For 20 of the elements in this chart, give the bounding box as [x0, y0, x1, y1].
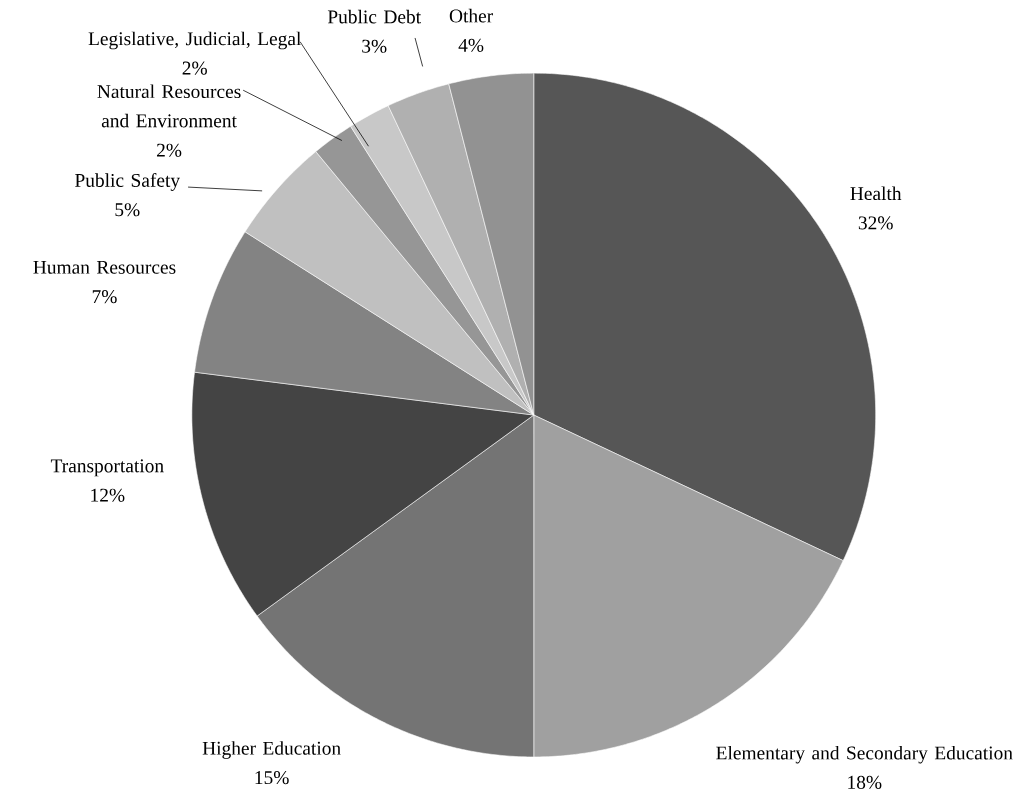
slice-label: Health	[850, 186, 902, 201]
slice-label: Human Resources	[33, 260, 176, 274]
data-label: 12%	[91, 488, 125, 502]
slice-label: Other	[449, 8, 494, 23]
slice-label: Public Debt	[327, 9, 421, 24]
data-label: 2%	[156, 143, 182, 157]
data-label: 15%	[255, 771, 289, 785]
slice-label: Natural Resources and Environment	[97, 84, 241, 128]
slice-label: Transportation	[50, 459, 164, 477]
data-label: 32%	[858, 216, 893, 230]
data-label: 18%	[848, 775, 882, 789]
data-label: 4%	[458, 38, 484, 52]
slice-label: Elementary and Secondary Education	[716, 745, 1013, 764]
data-label: 7%	[92, 290, 117, 304]
data-label: 2%	[182, 61, 207, 75]
slice-label: Legislative, Judicial, Legal	[88, 31, 301, 50]
slice-label: Higher Education	[202, 741, 341, 759]
data-label: 3%	[362, 39, 387, 53]
data-label: 5%	[115, 203, 140, 217]
slice-label: Public Safety	[75, 173, 180, 191]
